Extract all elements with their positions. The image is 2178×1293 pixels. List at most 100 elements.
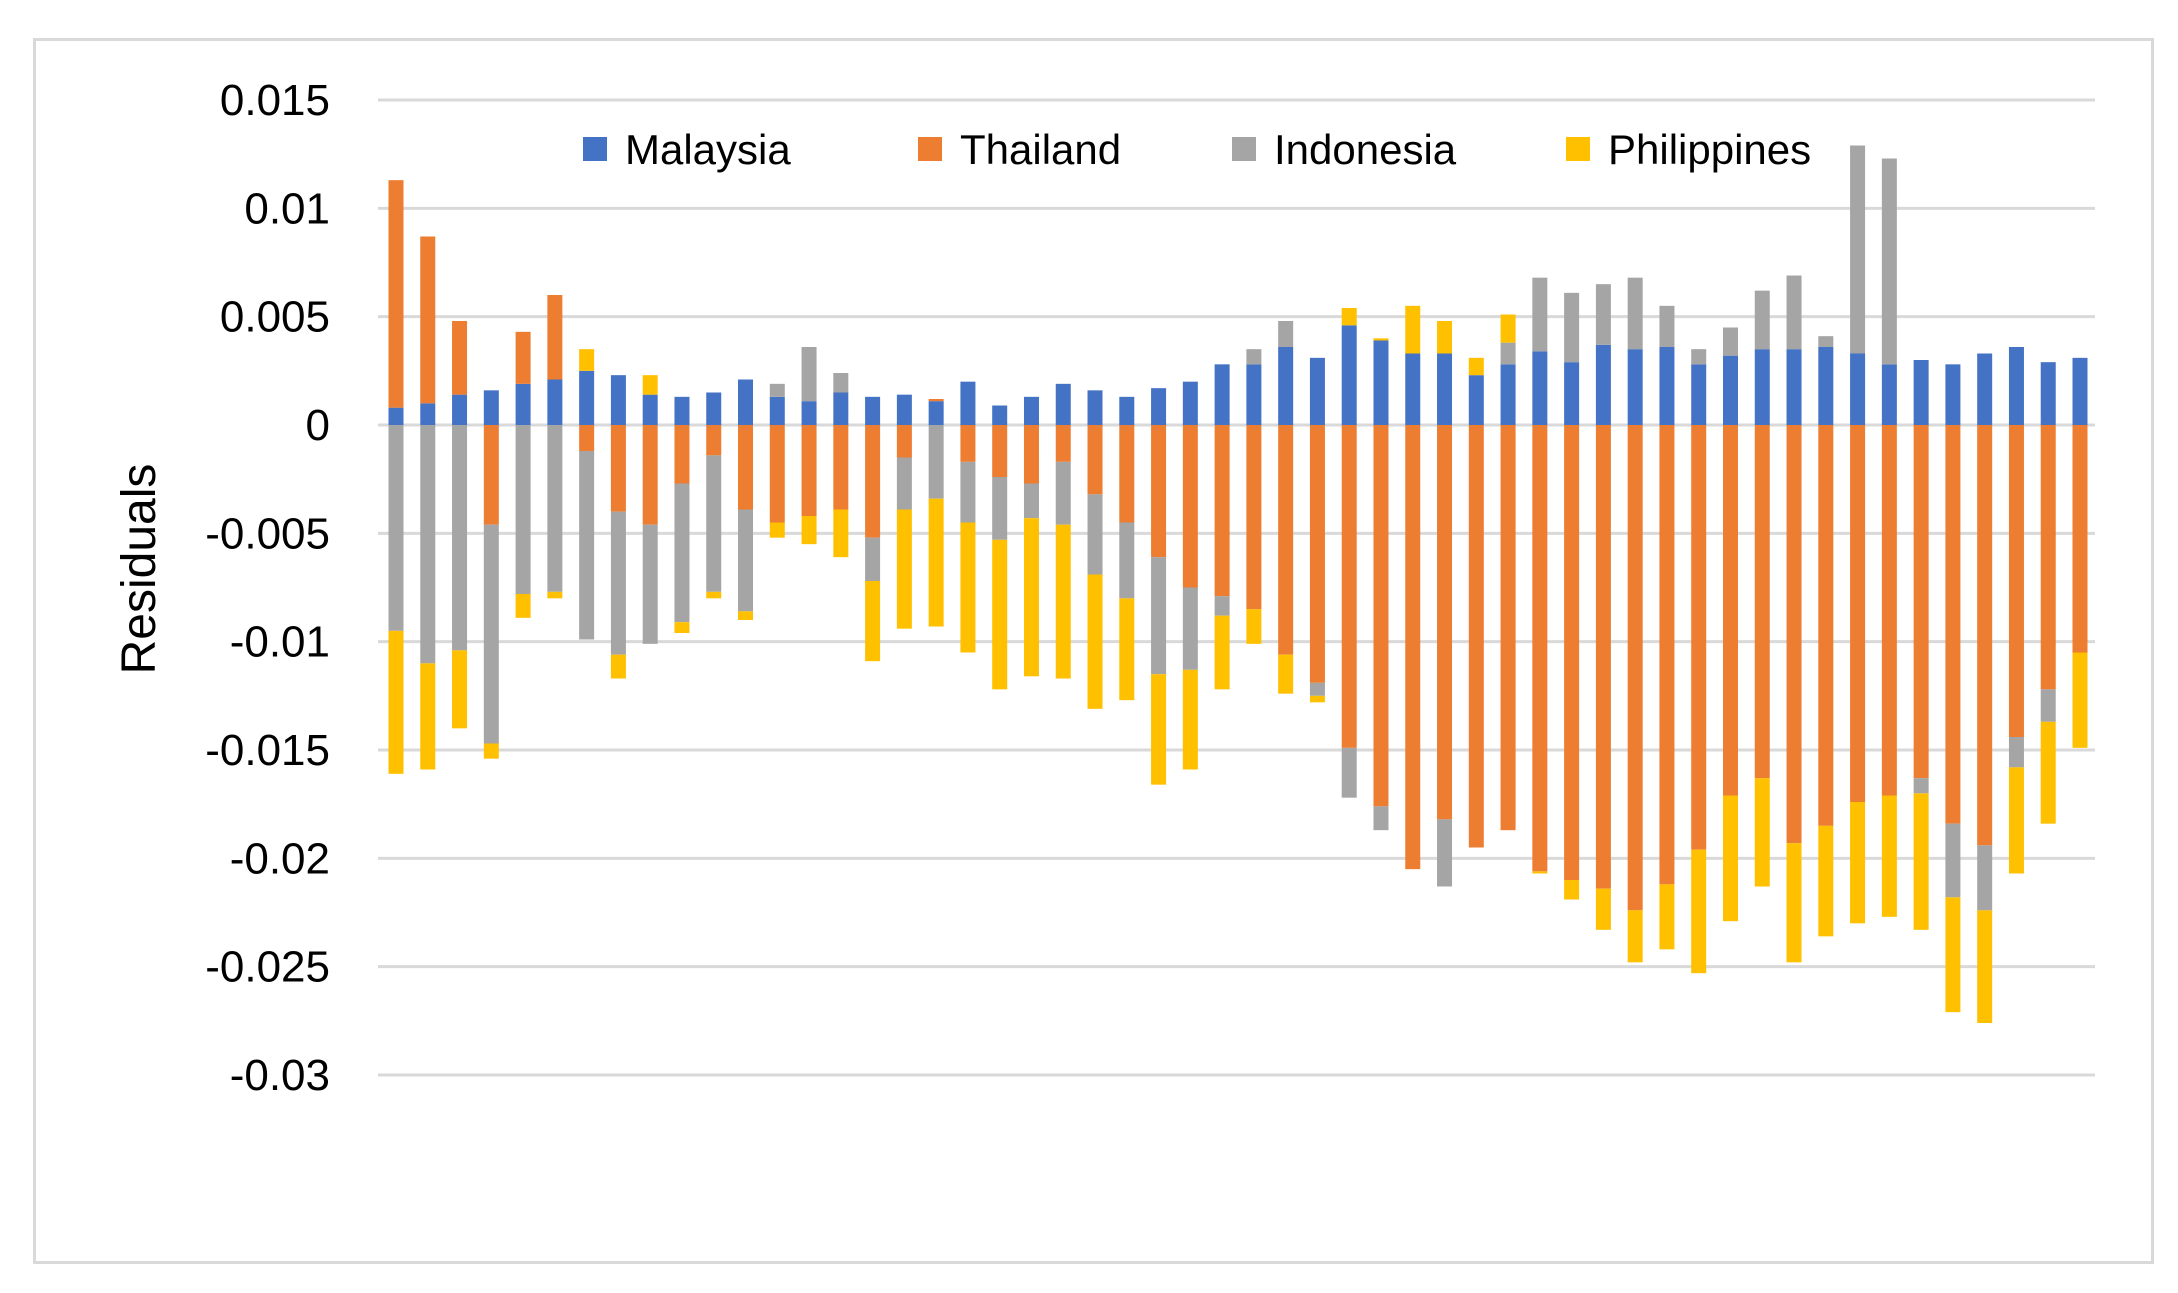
bar-philippines: [1595, 888, 1611, 930]
bar-philippines: [1977, 910, 1993, 1023]
y-tick-label: -0.01: [230, 618, 330, 667]
bar-malaysia: [515, 383, 531, 425]
bar-indonesia: [2008, 737, 2024, 768]
bar-malaysia: [1055, 383, 1071, 425]
legend-swatch: [1232, 137, 1256, 161]
bar-indonesia: [420, 425, 436, 664]
bar-thailand: [960, 425, 976, 462]
bar-thailand: [1913, 425, 1929, 779]
bar-layer: [388, 145, 2088, 1023]
y-tick-label: -0.005: [205, 509, 330, 558]
bar-philippines: [992, 539, 1008, 690]
legend: Malaysia Thailand Indonesia Philippines: [583, 126, 1811, 173]
bar-thailand: [928, 399, 944, 402]
bar-malaysia: [896, 394, 912, 425]
bar-philippines: [483, 743, 499, 759]
bar-philippines: [1627, 910, 1643, 963]
bar-thailand: [1532, 425, 1548, 872]
bar-malaysia: [1691, 364, 1707, 425]
bar-malaysia: [738, 379, 754, 425]
bar-malaysia: [579, 370, 595, 425]
bar-malaysia: [1341, 325, 1357, 425]
bar-malaysia: [1881, 364, 1897, 425]
bar-thailand: [1246, 425, 1262, 610]
bar-thailand: [1564, 425, 1580, 880]
bar-philippines: [1691, 849, 1707, 974]
legend-item-indonesia: Indonesia: [1232, 126, 1457, 173]
bar-malaysia: [1246, 364, 1262, 425]
bar-indonesia: [1182, 587, 1198, 670]
legend-item-philippines: Philippines: [1566, 126, 1811, 173]
bar-thailand: [1881, 425, 1897, 796]
bar-philippines: [1532, 871, 1548, 874]
legend-label: Thailand: [960, 126, 1121, 173]
bar-thailand: [642, 425, 658, 525]
bar-malaysia: [674, 396, 690, 425]
bar-indonesia: [1087, 494, 1103, 575]
bar-indonesia: [1659, 305, 1675, 347]
bar-philippines: [865, 581, 881, 662]
bar-malaysia: [833, 392, 849, 425]
bar-philippines: [1023, 518, 1039, 677]
bar-malaysia: [1119, 396, 1135, 425]
bar-indonesia: [769, 383, 785, 397]
bar-indonesia: [1691, 349, 1707, 365]
bar-malaysia: [1182, 381, 1198, 425]
bar-malaysia: [1722, 355, 1738, 425]
bar-philippines: [674, 622, 690, 633]
bar-malaysia: [1627, 349, 1643, 425]
bar-thailand: [1786, 425, 1802, 844]
bar-philippines: [1405, 305, 1421, 354]
bar-indonesia: [452, 425, 468, 651]
legend-label: Malaysia: [625, 126, 791, 173]
bar-malaysia: [1151, 388, 1167, 425]
bar-indonesia: [1977, 845, 1993, 911]
bar-malaysia: [1437, 353, 1453, 425]
bar-thailand: [452, 321, 468, 395]
bar-philippines: [1055, 524, 1071, 679]
bar-philippines: [1818, 825, 1834, 937]
bar-philippines: [1913, 793, 1929, 930]
bar-thailand: [1278, 425, 1294, 655]
bar-thailand: [896, 425, 912, 458]
bar-indonesia: [801, 347, 817, 402]
bar-malaysia: [769, 396, 785, 425]
bar-indonesia: [1500, 342, 1516, 365]
bar-philippines: [1722, 795, 1738, 922]
bar-thailand: [1055, 425, 1071, 462]
bar-philippines: [2008, 767, 2024, 874]
bar-philippines: [1341, 308, 1357, 326]
bar-thailand: [865, 425, 881, 538]
bar-indonesia: [865, 537, 881, 581]
bar-philippines: [896, 509, 912, 629]
bar-thailand: [1468, 425, 1484, 848]
bar-philippines: [1182, 669, 1198, 770]
bar-thailand: [1119, 425, 1135, 523]
bar-indonesia: [960, 461, 976, 523]
bar-philippines: [642, 375, 658, 395]
bar-thailand: [1309, 425, 1325, 683]
bar-malaysia: [642, 394, 658, 425]
y-tick-labels: 0.015 0.01 0.005 0 -0.005 -0.01 -0.015 -0.02 -0.…: [205, 76, 330, 1100]
bar-indonesia: [706, 455, 722, 592]
bar-thailand: [1945, 425, 1961, 824]
bar-thailand: [1023, 425, 1039, 484]
bar-philippines: [1754, 778, 1770, 887]
y-tick-label: -0.015: [205, 726, 330, 775]
bar-thailand: [801, 425, 817, 516]
bar-indonesia: [928, 425, 944, 499]
bar-indonesia: [1754, 290, 1770, 350]
bar-indonesia: [1913, 778, 1929, 794]
bar-thailand: [1659, 425, 1675, 885]
bar-indonesia: [1023, 483, 1039, 519]
bar-thailand: [1151, 425, 1167, 558]
bar-malaysia: [1786, 349, 1802, 425]
bar-indonesia: [1786, 275, 1802, 350]
bar-thailand: [1691, 425, 1707, 850]
bar-philippines: [1087, 574, 1103, 709]
bar-malaysia: [928, 401, 944, 425]
bar-indonesia: [1437, 819, 1453, 887]
bar-philippines: [801, 516, 817, 545]
bar-thailand: [1182, 425, 1198, 588]
bar-indonesia: [483, 524, 499, 744]
